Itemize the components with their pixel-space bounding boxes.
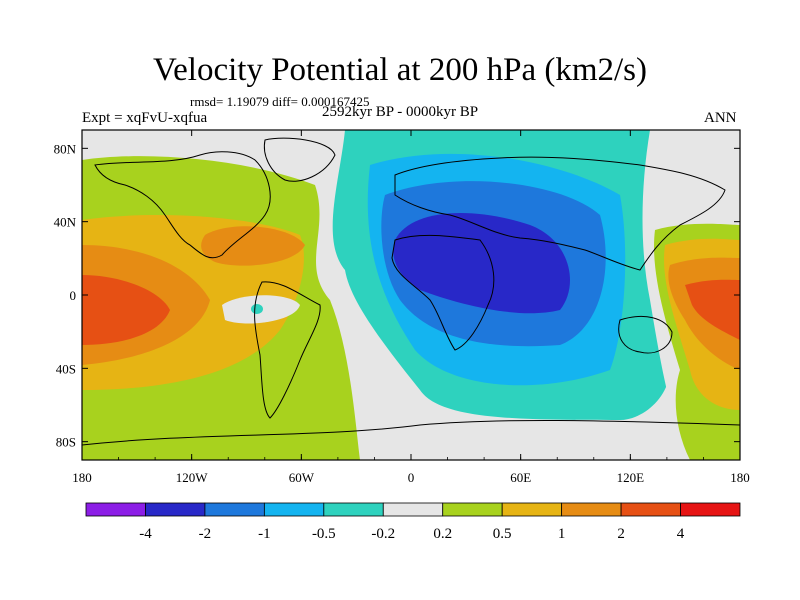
field-level-red-west (82, 275, 170, 345)
colorbar-label: 4 (677, 526, 685, 542)
y-tick-label: 0 (70, 288, 77, 303)
colorbar-swatch (145, 502, 206, 517)
colorbar-label: 0.5 (493, 526, 512, 542)
colorbar-swatch (204, 502, 265, 517)
coastlines (82, 137, 740, 446)
y-tick-label: 40S (56, 361, 76, 376)
x-tick-label: 180 (72, 470, 92, 485)
x-tick-label: 120E (617, 470, 645, 485)
colorbar-label: 1 (558, 526, 566, 542)
coast-south-america (254, 281, 321, 419)
velocity-potential-field (82, 130, 740, 460)
x-tick-label: 180 (730, 470, 750, 485)
coast-greenland (263, 137, 336, 182)
chart-title: Velocity Potential at 200 hPa (km2/s) (152, 52, 648, 88)
y-axis-labels: 80N 40N 0 40S 80S (54, 141, 77, 449)
colorbar-swatch (680, 502, 741, 517)
colorbar-swatch (620, 502, 681, 517)
colorbar-swatch (85, 502, 146, 517)
season-label: ANN (704, 110, 737, 126)
colorbar-label: -2 (199, 526, 212, 542)
colorbar-label: -0.2 (371, 526, 395, 542)
field-level-orange-caribbean (201, 226, 305, 266)
colorbar-label: 0.2 (433, 526, 452, 542)
coast-africa (391, 234, 495, 351)
colorbar-label: -4 (139, 526, 152, 542)
period-label: 2592kyr BP - 0000kyr BP (322, 104, 479, 120)
x-tick-label: 60E (510, 470, 531, 485)
axis-ticks (81, 130, 741, 460)
y-tick-label: 80N (54, 141, 77, 156)
x-axis-labels: 180 120W 60W 0 60E 120E 180 (72, 470, 750, 485)
experiment-label: Expt = xqFvU-xqfua (82, 110, 208, 126)
field-level-teal-dot (251, 304, 263, 314)
coast-north-america (94, 151, 271, 259)
y-tick-label: 80S (56, 435, 76, 450)
field-level-red-east (685, 279, 740, 340)
colorbar-swatch (442, 502, 503, 517)
x-tick-label: 120W (176, 470, 209, 485)
coast-europe-asia (394, 156, 726, 271)
colorbar-label: -0.5 (312, 526, 336, 542)
colorbar-swatch (561, 502, 622, 517)
x-tick-label: 60W (289, 470, 315, 485)
stats-label: rmsd= 1.19079 diff= 0.000167425 (190, 94, 370, 109)
colorbar-swatch (263, 502, 325, 517)
colorbar-swatch (382, 502, 444, 517)
colorbar (85, 502, 741, 517)
colorbar-label: 2 (617, 526, 625, 542)
colorbar-swatch (501, 502, 563, 517)
colorbar-label: -1 (258, 526, 271, 542)
coast-antarctica (82, 419, 740, 446)
colorbar-swatch (323, 502, 384, 517)
y-tick-label: 40N (54, 215, 77, 230)
colorbar-labels: -4 -2 -1 -0.5 -0.2 0.2 0.5 1 2 4 (139, 526, 685, 542)
coast-australia (618, 316, 673, 354)
x-tick-label: 0 (408, 470, 415, 485)
